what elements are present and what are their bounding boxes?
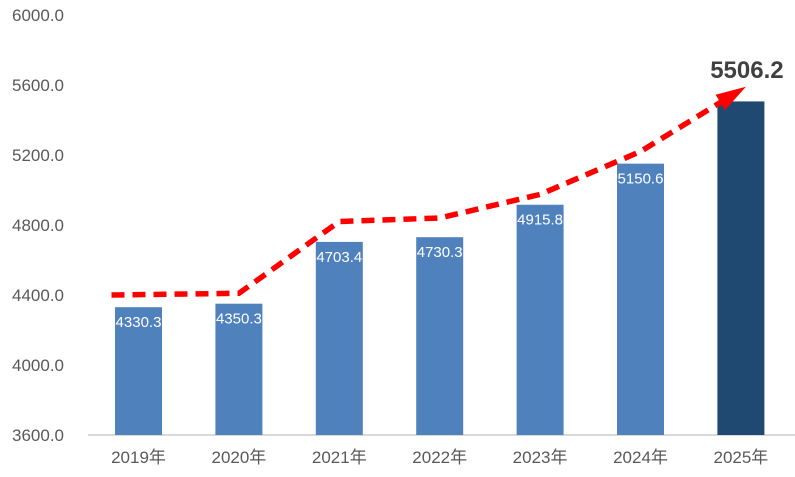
bar	[115, 307, 162, 435]
bar	[215, 303, 263, 435]
bar	[416, 237, 464, 435]
x-axis-tick-label: 2024年	[613, 448, 668, 467]
bar	[516, 204, 564, 435]
x-axis-tick-label: 2025年	[713, 448, 768, 467]
bar	[315, 241, 363, 435]
y-axis-tick-label: 4000.0	[12, 356, 64, 375]
bar-value-label: 4703.4	[316, 249, 362, 266]
bar-value-label: 4730.3	[417, 244, 463, 261]
bar-value-label: 4915.8	[517, 212, 563, 229]
bar	[617, 163, 664, 435]
x-axis-tick-label: 2022年	[412, 448, 467, 467]
x-axis-tick-label: 2021年	[312, 448, 367, 467]
trend-arrowhead-icon	[715, 86, 746, 111]
y-axis-tick-label: 4400.0	[12, 286, 64, 305]
y-axis-tick-label: 5600.0	[12, 76, 64, 95]
bar-value-label: 4350.3	[216, 311, 262, 328]
x-axis-tick-label: 2020年	[211, 448, 266, 467]
y-axis-tick-label: 3600.0	[12, 426, 64, 445]
y-axis-tick-label: 4800.0	[12, 216, 64, 235]
bar-value-label: 5150.6	[618, 171, 664, 188]
trend-line	[111, 98, 726, 298]
x-axis-tick-label: 2019年	[111, 448, 166, 467]
bar	[717, 101, 765, 435]
highlight-value-label: 5506.2	[710, 57, 783, 84]
x-axis-tick-label: 2023年	[513, 448, 568, 467]
y-axis-tick-label: 6000.0	[12, 6, 64, 25]
y-axis-tick-label: 5200.0	[12, 146, 64, 165]
bar-value-label: 4330.3	[116, 314, 162, 331]
